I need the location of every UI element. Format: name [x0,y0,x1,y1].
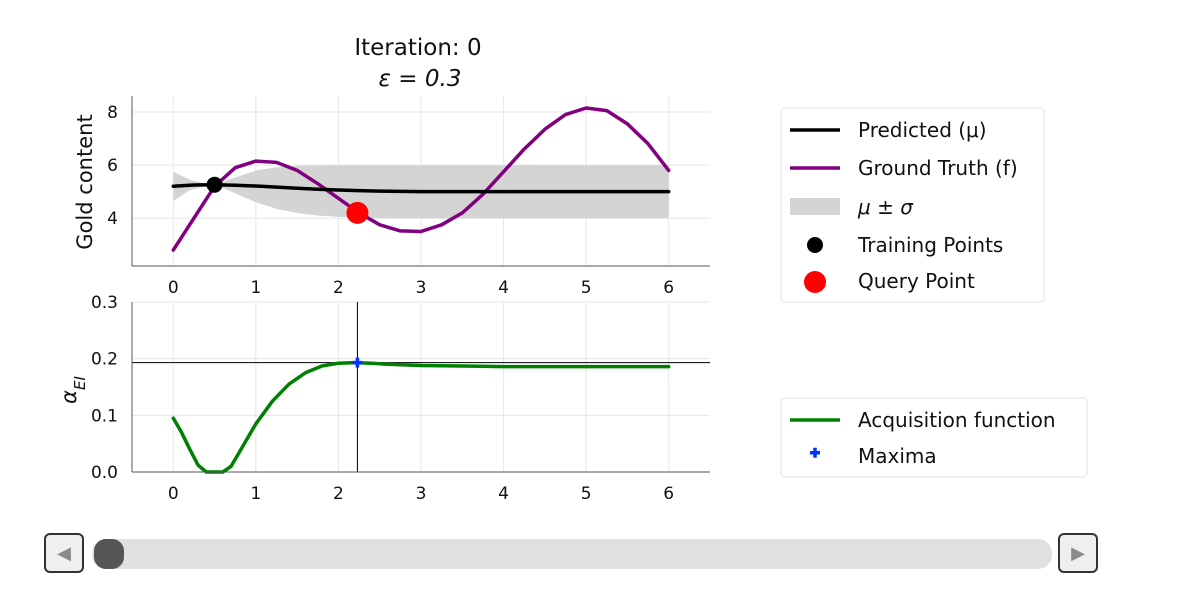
top-x-tick-label: 3 [416,278,427,298]
bottom-y-axis-label: αEI [57,376,89,404]
top-y-tick-label: 8 [107,103,118,123]
bottom-legend: Acquisition function Maxima [780,397,1088,478]
top-legend: Predicted (μ) Ground Truth (f) μ ± σ Tra… [780,107,1045,303]
bottom-y-tick-label: 0.2 [91,350,118,370]
legend-label-predicted: Predicted (μ) [858,118,987,142]
maxima-point [352,357,363,368]
bottom-x-tick-label: 6 [663,484,674,504]
iteration-slider: ◀ ▶ [44,531,1102,577]
legend-label-maxima: Maxima [858,444,937,468]
next-button[interactable]: ▶ [1058,533,1098,573]
top-plot: 0 1 2 3 4 5 6 4 6 8 Gold content [73,96,710,298]
training-point [206,176,223,193]
series-line-ground [171,106,671,252]
bottom-plot: 0 1 2 3 4 5 6 0.0 0.1 0.2 0.3 αEI [57,293,710,504]
legend-swatch-band [790,198,840,215]
chart-title: Iteration: 0 [354,35,481,61]
top-y-axis-label: Gold content [73,114,97,249]
legend-label-query: Query Point [858,269,975,293]
bottom-x-tick-label: 4 [498,484,509,504]
previous-button[interactable]: ◀ [44,533,84,573]
bottom-y-tick-label: 0.1 [91,406,118,426]
bottom-x-tick-label: 1 [250,484,261,504]
legend-swatch-maxima [810,447,820,458]
top-y-tick-label: 6 [107,156,118,176]
bottom-x-tick-label: 5 [581,484,592,504]
top-x-tick-label: 6 [663,278,674,298]
legend-label-training: Training Points [857,233,1003,257]
series-line-predicted [171,182,671,194]
legend-label-band: μ ± σ [857,195,914,219]
legend-label-ground-truth: Ground Truth (f) [858,156,1018,180]
legend-swatch-query [804,271,826,293]
bottom-y-tick-label: 0.3 [91,293,118,313]
top-x-tick-label: 4 [498,278,509,298]
legend-swatch-training [807,237,823,253]
bottom-y-tick-label: 0.0 [91,463,118,483]
top-x-tick-label: 0 [168,278,179,298]
bottom-x-tick-label: 0 [168,484,179,504]
bottom-x-tick-label: 2 [333,484,344,504]
query-point [346,201,369,224]
bottom-grid [132,301,710,473]
bottom-x-tick-label: 3 [416,484,427,504]
top-x-tick-label: 5 [581,278,592,298]
top-y-tick-label: 4 [107,209,118,229]
top-x-tick-label: 2 [333,278,344,298]
slider-track[interactable] [92,539,1052,569]
top-x-tick-label: 1 [250,278,261,298]
slider-thumb[interactable] [94,539,124,569]
chevron-left-icon: ◀ [57,542,71,564]
chart-subtitle: ε = 0.3 [379,66,462,92]
legend-label-acquisition: Acquisition function [858,408,1056,432]
chevron-right-icon: ▶ [1071,542,1085,564]
